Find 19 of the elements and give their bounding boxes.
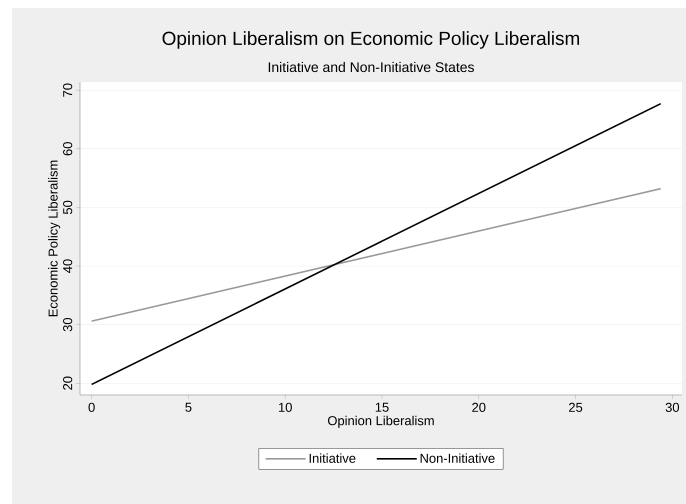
x-tick-label: 0 [88,402,95,412]
x-tick-label: 25 [569,402,582,412]
y-tick-label: 20 [63,376,72,390]
x-tick-label: 20 [472,402,486,412]
y-axis-title: Economic Policy Liberalism [48,160,60,316]
x-tick-label: 5 [185,402,192,412]
chart-subtitle: Initiative and Non-Initiative States [268,62,474,72]
legend-label: Initiative [310,453,356,463]
x-axis-title: Opinion Liberalism [328,416,434,428]
y-tick-label: 70 [63,83,72,97]
legend-label: Non-Initiative [420,453,495,463]
y-tick-label: 50 [63,200,72,214]
chart-title: Opinion Liberalism on Economic Policy Liberalism [162,31,580,49]
x-tick-label: 10 [278,402,292,412]
x-tick-label: 30 [666,402,680,412]
x-tick-label: 15 [376,402,389,412]
y-tick-label: 30 [63,318,72,332]
y-tick-label: 40 [63,259,72,273]
y-tick-label: 60 [63,142,72,156]
